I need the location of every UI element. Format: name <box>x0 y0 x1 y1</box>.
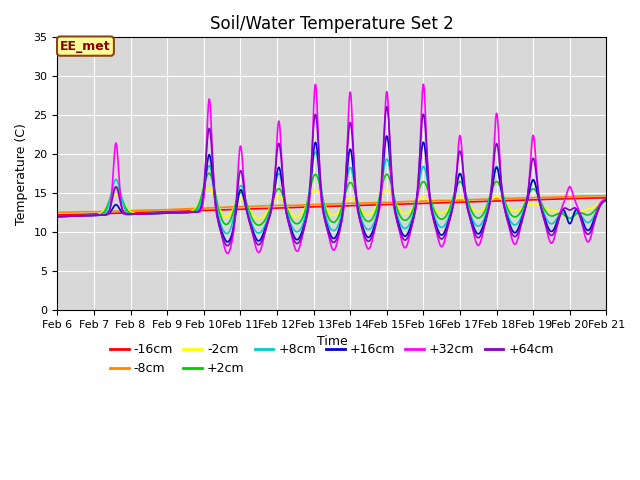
+2cm <box>592 206 600 212</box>
-2cm <box>264 207 272 213</box>
+64cm <box>223 243 231 249</box>
-2cm <box>255 216 263 221</box>
+16cm <box>116 207 124 213</box>
Line: +2cm: +2cm <box>58 173 606 225</box>
-16cm <box>148 209 156 215</box>
+2cm <box>264 210 272 216</box>
-8cm <box>288 203 296 208</box>
-8cm <box>116 208 124 214</box>
+8cm <box>288 224 296 229</box>
+32cm <box>602 196 610 202</box>
+16cm <box>54 214 61 219</box>
+8cm <box>312 149 319 155</box>
+16cm <box>602 197 610 203</box>
-8cm <box>264 203 272 208</box>
+8cm <box>264 215 272 221</box>
-2cm <box>116 195 124 201</box>
-2cm <box>602 198 610 204</box>
-2cm <box>148 211 156 216</box>
-2cm <box>533 202 541 207</box>
+32cm <box>148 211 156 216</box>
-2cm <box>205 186 212 192</box>
+32cm <box>54 214 61 219</box>
-16cm <box>264 205 272 211</box>
+16cm <box>383 133 390 139</box>
+64cm <box>533 176 541 181</box>
+32cm <box>419 81 427 87</box>
+2cm <box>602 198 610 204</box>
-16cm <box>288 204 296 210</box>
-16cm <box>532 197 540 203</box>
+64cm <box>116 198 124 204</box>
+8cm <box>116 188 124 193</box>
-16cm <box>602 195 610 201</box>
+32cm <box>533 173 541 179</box>
-8cm <box>532 194 540 200</box>
Line: -8cm: -8cm <box>58 196 606 212</box>
+16cm <box>592 211 600 216</box>
-8cm <box>149 207 157 213</box>
Line: +8cm: +8cm <box>58 152 606 234</box>
-2cm <box>288 211 296 217</box>
+32cm <box>264 217 272 223</box>
+64cm <box>383 104 390 109</box>
+64cm <box>148 211 156 216</box>
+32cm <box>224 251 232 256</box>
-8cm <box>602 193 610 199</box>
+16cm <box>223 239 231 245</box>
+2cm <box>533 190 541 195</box>
+2cm <box>205 170 213 176</box>
+16cm <box>264 217 272 223</box>
+64cm <box>264 219 272 225</box>
Title: Soil/Water Temperature Set 2: Soil/Water Temperature Set 2 <box>210 15 454 33</box>
+16cm <box>533 188 541 193</box>
+16cm <box>148 211 156 216</box>
Line: +64cm: +64cm <box>58 107 606 246</box>
+2cm <box>116 190 124 196</box>
-8cm <box>54 209 61 215</box>
Line: +32cm: +32cm <box>58 84 606 253</box>
+8cm <box>54 214 61 219</box>
Line: +16cm: +16cm <box>58 136 606 242</box>
Line: -16cm: -16cm <box>58 198 606 215</box>
+32cm <box>116 188 124 194</box>
+64cm <box>592 214 600 219</box>
+2cm <box>148 211 156 216</box>
+64cm <box>54 214 61 219</box>
-8cm <box>592 193 600 199</box>
-16cm <box>54 212 61 218</box>
+32cm <box>288 233 296 239</box>
+8cm <box>148 211 156 216</box>
+64cm <box>288 232 296 238</box>
+2cm <box>54 214 61 219</box>
-2cm <box>592 203 600 209</box>
+8cm <box>592 210 600 216</box>
Legend: -16cm, -8cm, -2cm, +2cm, +8cm, +16cm, +32cm, +64cm: -16cm, -8cm, -2cm, +2cm, +8cm, +16cm, +3… <box>105 338 559 380</box>
Line: -2cm: -2cm <box>58 189 606 218</box>
-8cm <box>61 209 69 215</box>
+8cm <box>223 231 231 237</box>
+2cm <box>288 217 296 223</box>
+32cm <box>592 212 600 218</box>
Text: EE_met: EE_met <box>60 40 111 53</box>
+64cm <box>602 197 610 203</box>
+8cm <box>602 198 610 204</box>
+8cm <box>533 186 541 192</box>
X-axis label: Time: Time <box>317 336 348 348</box>
Y-axis label: Temperature (C): Temperature (C) <box>15 123 28 225</box>
+16cm <box>288 228 296 234</box>
-16cm <box>592 195 600 201</box>
-2cm <box>54 214 61 219</box>
+2cm <box>255 222 262 228</box>
-16cm <box>116 210 124 216</box>
